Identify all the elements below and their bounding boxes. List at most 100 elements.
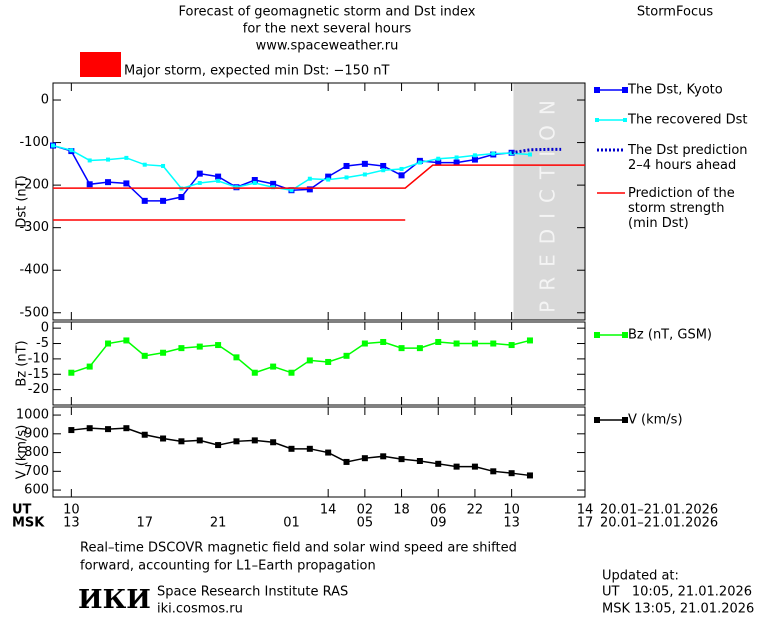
data-point	[216, 178, 221, 183]
updated-msk: MSK 13:05, 21.01.2026	[602, 602, 754, 617]
data-point	[215, 173, 222, 180]
legend-label: V (km/s)	[628, 413, 683, 428]
data-point	[68, 369, 75, 376]
y-tick-label: 700	[24, 464, 49, 479]
x-tick-label: 10	[503, 503, 520, 518]
data-point	[307, 176, 312, 181]
data-point	[141, 352, 148, 359]
legend-label: Bz (nT, GSM)	[628, 328, 712, 343]
site: iki.cosmos.ru	[157, 602, 243, 617]
y-tick-label: -300	[19, 220, 49, 235]
data-point	[435, 159, 442, 166]
data-point	[343, 352, 350, 359]
data-point	[270, 180, 277, 187]
data-point	[471, 340, 478, 347]
x-tick-label: 18	[393, 503, 410, 518]
data-point	[141, 431, 148, 438]
data-point	[87, 158, 92, 163]
data-point	[453, 159, 460, 166]
data-point	[471, 156, 478, 163]
data-point	[251, 369, 258, 376]
x-axis-label: UT	[12, 503, 32, 518]
x-tick-label: 10	[63, 503, 80, 518]
data-point	[271, 185, 276, 190]
data-point	[472, 153, 477, 158]
x2-tick-label: 01	[283, 516, 300, 531]
y-tick-label: 0	[41, 93, 49, 108]
x-tick-label: 14	[320, 503, 337, 518]
data-point	[306, 186, 313, 193]
legend-marker	[594, 417, 600, 423]
data-point	[343, 162, 350, 169]
y-tick-label: -10	[28, 351, 49, 366]
data-point	[306, 357, 313, 364]
data-point	[344, 175, 349, 180]
legend-label: The recovered Dst	[627, 113, 747, 128]
data-point	[105, 340, 112, 347]
data-point	[416, 458, 423, 464]
panel-frame	[52, 321, 586, 406]
data-point	[178, 438, 185, 445]
legend-marker	[623, 118, 627, 122]
data-point	[471, 463, 478, 470]
title-line: for the next several hours	[243, 22, 412, 37]
series-line	[52, 144, 512, 202]
prediction-label: PREDICTION	[536, 90, 560, 313]
data-point	[435, 460, 442, 467]
data-point	[343, 458, 350, 465]
y-tick-label: -200	[19, 178, 49, 193]
data-point	[105, 426, 112, 433]
x2-tick-label: 13	[503, 516, 520, 531]
data-point	[270, 363, 277, 370]
data-point	[197, 180, 202, 185]
y-tick-label: -100	[19, 135, 49, 150]
data-point	[526, 337, 533, 344]
data-point	[490, 468, 497, 475]
footer-note: forward, accounting for L1–Earth propaga…	[80, 559, 376, 574]
brand: StormFocus	[637, 5, 713, 20]
data-point	[490, 340, 497, 347]
x2-tick-label: 09	[430, 516, 447, 531]
panel-frame	[52, 406, 586, 498]
data-point	[361, 340, 368, 347]
data-point	[380, 338, 387, 345]
data-point	[453, 340, 460, 347]
data-point	[196, 170, 203, 177]
data-point	[454, 155, 459, 160]
data-point	[362, 172, 367, 177]
y-tick-label: -5	[36, 336, 49, 351]
data-point	[86, 181, 93, 188]
data-point	[161, 163, 166, 168]
date-range: 20.01–21.01.2026	[600, 503, 718, 518]
legend-marker	[622, 87, 628, 93]
data-point	[178, 345, 185, 352]
legend-label: Prediction of the storm strength (min Dst)	[628, 186, 735, 231]
y-tick-label: 900	[24, 426, 49, 441]
legend-marker	[595, 118, 599, 122]
prediction-zone	[513, 83, 585, 320]
data-point	[435, 338, 442, 345]
data-point	[398, 345, 405, 352]
data-point	[326, 177, 331, 182]
data-point	[325, 358, 332, 365]
title-line: www.spaceweather.ru	[256, 39, 399, 54]
panel-frame	[52, 82, 586, 321]
series-line	[71, 427, 531, 477]
data-point	[86, 425, 93, 432]
legend-marker	[622, 332, 628, 338]
data-point	[86, 363, 93, 370]
data-point	[508, 342, 515, 349]
data-point	[251, 437, 258, 444]
data-point	[142, 162, 147, 167]
x-tick-label: 02	[357, 503, 374, 518]
data-point	[325, 173, 332, 180]
data-point	[491, 151, 496, 156]
y-axis-label: V (km/s)	[15, 425, 30, 480]
data-point	[196, 437, 203, 444]
updated-ut: UT 10:05, 21.01.2026	[602, 585, 752, 600]
updated-title: Updated at:	[602, 569, 679, 584]
data-point	[398, 456, 405, 463]
data-point	[380, 453, 387, 460]
series-line	[71, 339, 531, 374]
